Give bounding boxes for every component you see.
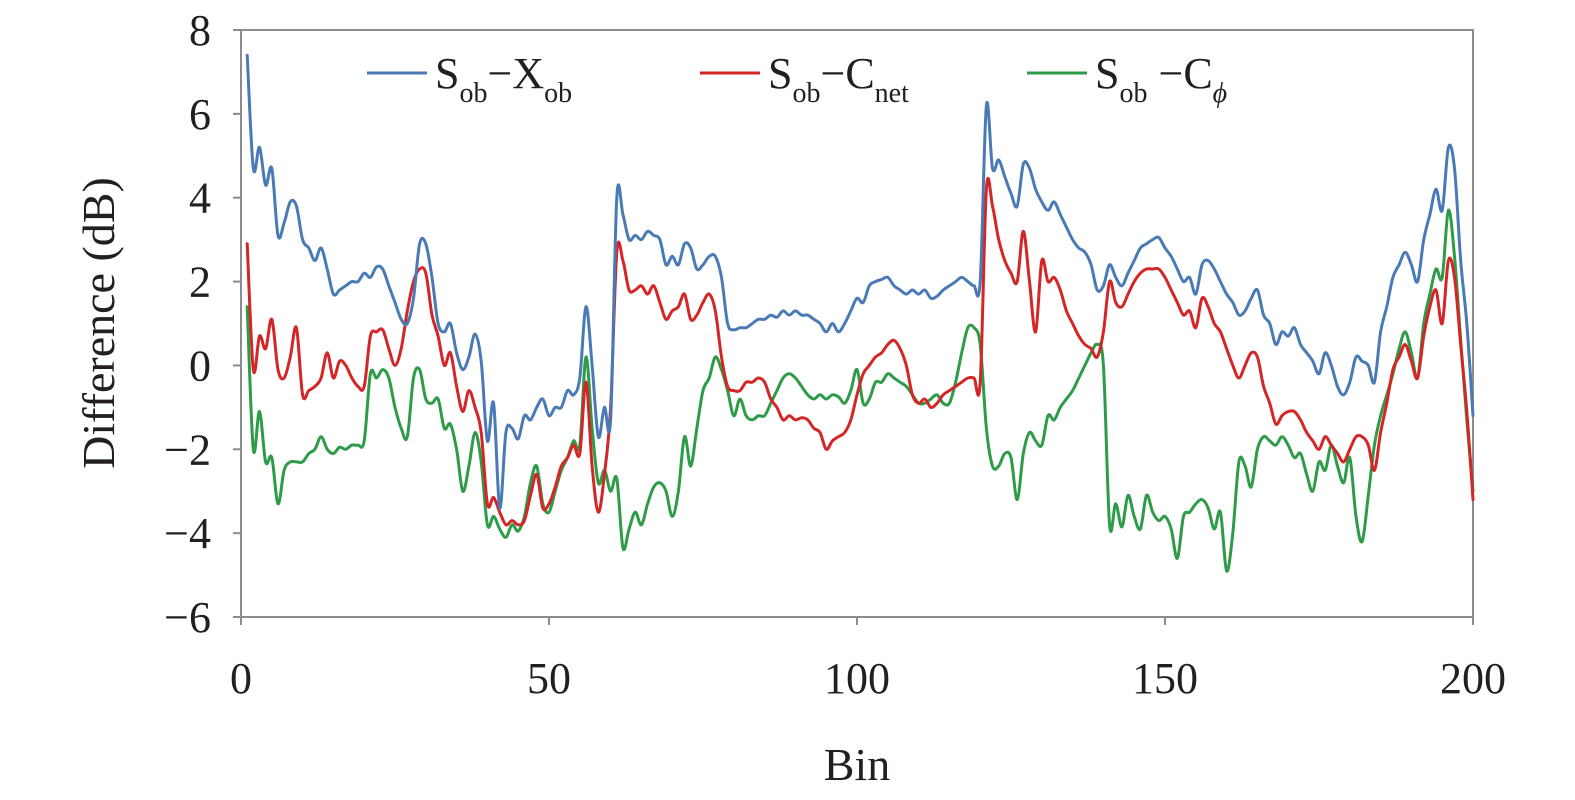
x-tick-label: 100 (824, 654, 890, 703)
plot-frame (240, 29, 1474, 618)
legend-label: Sob−Cnet (768, 49, 909, 109)
y-axis-ticks: −6 −4 −2 0 2 4 6 8 (164, 6, 241, 642)
x-axis-ticks: 0 50 100 150 200 (230, 617, 1506, 703)
y-tick-label: 4 (189, 174, 211, 223)
y-tick-label: 2 (189, 258, 211, 307)
x-axis-label: Bin (824, 739, 890, 790)
x-tick-label: 200 (1440, 654, 1506, 703)
x-tick-label: 150 (1132, 654, 1198, 703)
y-tick-label: 0 (189, 341, 211, 390)
series-line-sob-xob (245, 53, 1475, 510)
x-tick-label: 0 (230, 654, 252, 703)
y-tick-label: −2 (164, 425, 211, 474)
series-line-sob-cphi (245, 208, 1475, 573)
legend-item-sob-cnet: Sob−Cnet (700, 49, 909, 109)
series-lines (245, 53, 1475, 573)
legend: Sob−Xob Sob−Cnet Sob −Cϕ (367, 49, 1227, 109)
y-tick-label: −4 (164, 509, 211, 558)
y-axis-label: Difference (dB) (73, 177, 124, 469)
y-tick-label: 8 (189, 6, 211, 55)
y-tick-label: 6 (189, 90, 211, 139)
x-tick-label: 50 (527, 654, 571, 703)
legend-label: Sob−Xob (435, 49, 572, 109)
legend-item-sob-cphi: Sob −Cϕ (1027, 49, 1227, 109)
legend-item-sob-xob: Sob−Xob (367, 49, 572, 109)
y-tick-label: −6 (164, 593, 211, 642)
series-line-sob-cnet (245, 177, 1475, 527)
legend-label: Sob −Cϕ (1095, 49, 1227, 109)
